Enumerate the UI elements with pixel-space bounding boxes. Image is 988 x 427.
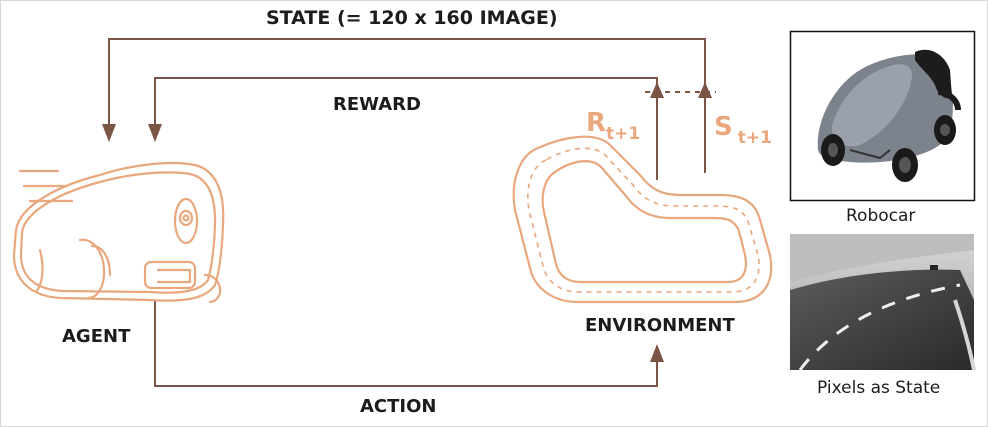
state-arrowhead-agent (102, 124, 116, 142)
reward-symbol: Rt+1 (586, 108, 640, 144)
environment-track-icon (512, 135, 773, 304)
reward-loop-arrow (154, 77, 658, 180)
pixels-caption: Pixels as State (817, 378, 941, 398)
state-loop-arrow (108, 38, 706, 173)
state-label: STATE (= 120 x 160 IMAGE) (266, 7, 558, 29)
robocar-caption: Robocar (846, 206, 916, 226)
environment-label: ENVIRONMENT (585, 315, 735, 336)
action-arrow (154, 300, 658, 387)
agent-label: AGENT (62, 326, 131, 347)
action-label: ACTION (360, 396, 437, 417)
reward-symbol-subscript: t+1 (606, 124, 641, 144)
reward-arrowhead-env (650, 82, 664, 98)
state-symbol-letter: S (714, 112, 733, 142)
agent-car-icon (12, 161, 225, 304)
robocar-photo (817, 49, 961, 182)
pixels-state-image (790, 234, 976, 371)
reward-label: REWARD (333, 94, 421, 115)
reward-symbol-letter: R (586, 108, 607, 138)
state-arrowhead-env (698, 82, 712, 98)
action-arrowhead (650, 344, 664, 362)
reward-arrowhead-agent (148, 124, 162, 142)
state-symbol-subscript: t+1 (737, 128, 772, 148)
